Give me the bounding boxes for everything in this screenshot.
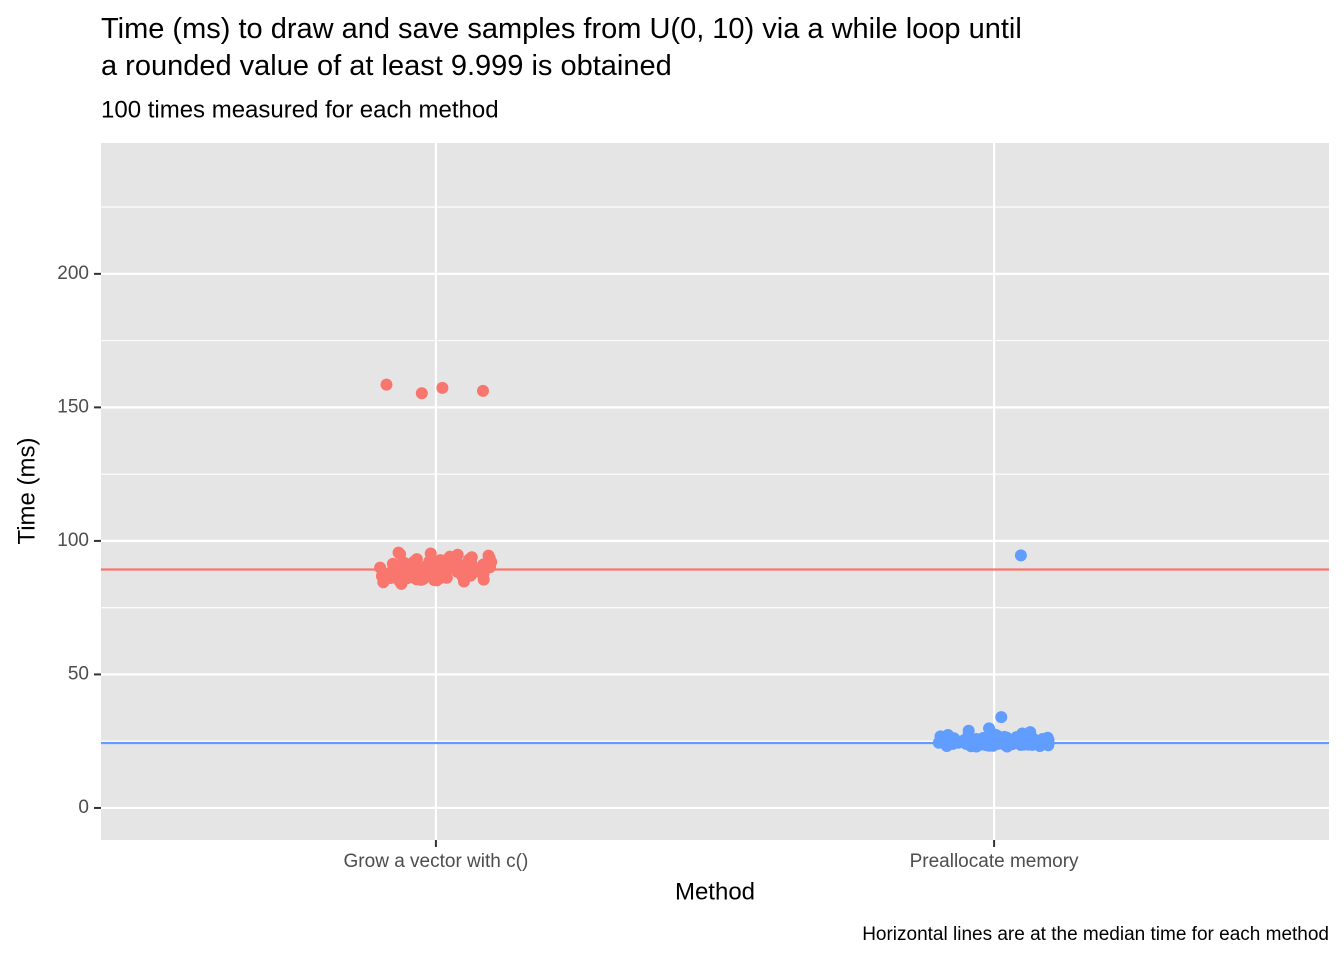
caption: Horizontal lines are at the median time …	[862, 924, 1329, 945]
point	[932, 736, 945, 749]
point	[1014, 549, 1027, 562]
grid	[101, 143, 1329, 840]
point	[998, 737, 1011, 750]
point	[962, 737, 975, 750]
point	[380, 378, 393, 391]
point	[440, 564, 453, 577]
point	[390, 571, 403, 584]
x-tick-label: Grow a vector with c()	[344, 851, 529, 872]
point	[995, 711, 1008, 724]
y-tick-label: 0	[78, 797, 89, 818]
point	[451, 548, 464, 561]
point	[428, 566, 441, 579]
point	[380, 568, 393, 581]
y-axis-title: Time (ms)	[13, 437, 40, 544]
panel	[101, 143, 1329, 840]
y-tick-label: 50	[68, 663, 89, 684]
chart-subtitle: 100 times measured for each method	[101, 96, 499, 123]
point	[476, 384, 489, 397]
point	[983, 739, 996, 752]
point	[415, 387, 428, 400]
chart-title: Time (ms) to draw and save samples from …	[101, 13, 1022, 82]
point	[414, 571, 427, 584]
point	[1025, 735, 1038, 748]
y-tick-label: 150	[57, 396, 89, 417]
point	[942, 729, 955, 742]
point	[462, 553, 475, 566]
point	[457, 575, 470, 588]
point	[972, 736, 985, 749]
point	[403, 564, 416, 577]
point	[436, 381, 449, 394]
point	[477, 573, 490, 586]
point	[1036, 733, 1049, 746]
marks	[101, 378, 1329, 753]
point	[951, 735, 964, 748]
x-axis-title: Method	[675, 878, 755, 905]
y-tick-label: 200	[57, 263, 89, 284]
y-tick-label: 100	[57, 530, 89, 551]
x-tick-label: Preallocate memory	[910, 851, 1079, 872]
